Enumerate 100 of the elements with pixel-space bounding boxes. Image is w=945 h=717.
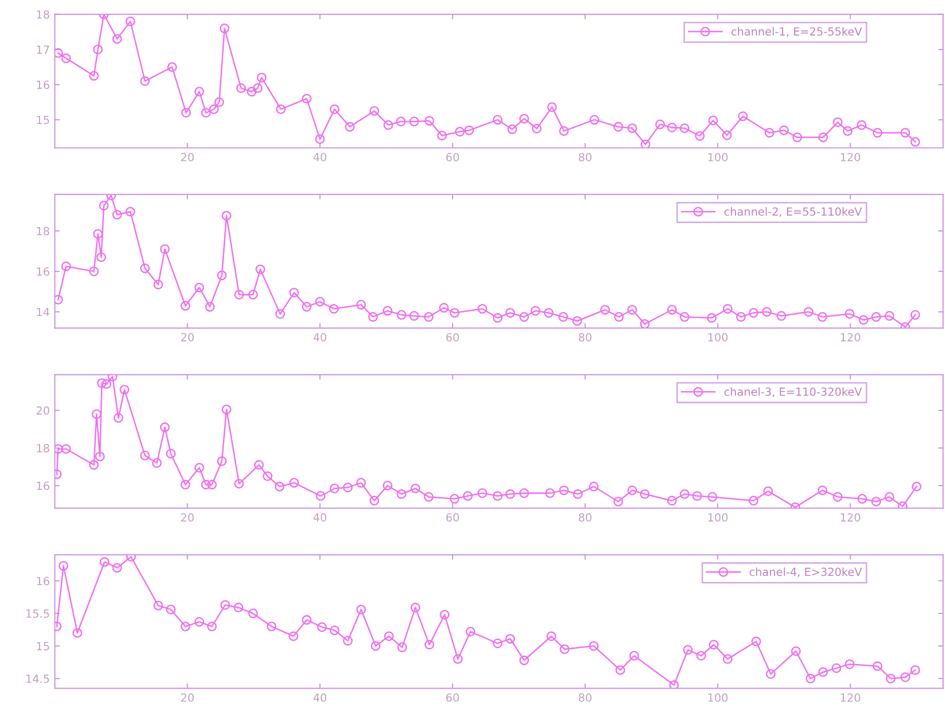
point bbox=[342, 636, 353, 646]
point bbox=[900, 128, 910, 138]
point bbox=[640, 140, 650, 148]
y-tick-label: 18 bbox=[37, 226, 50, 236]
point bbox=[126, 554, 136, 562]
x-tick-label: 80 bbox=[578, 152, 592, 162]
point bbox=[766, 669, 776, 679]
point bbox=[669, 680, 679, 688]
point bbox=[696, 650, 706, 661]
point bbox=[89, 70, 99, 81]
point bbox=[722, 654, 733, 664]
y-tick-label: 14 bbox=[37, 308, 50, 316]
x-tick-label: 60 bbox=[446, 152, 459, 162]
x-tick-label: 80 bbox=[578, 333, 592, 342]
point bbox=[872, 661, 882, 672]
y-tick-label: 15 bbox=[37, 642, 49, 650]
point bbox=[680, 123, 690, 134]
x-tick-label: 20 bbox=[181, 152, 194, 162]
x-tick-label: 120 bbox=[840, 152, 860, 162]
x-tick-label: 40 bbox=[313, 152, 326, 162]
point bbox=[266, 622, 276, 632]
x-tick-label: 60 bbox=[446, 693, 459, 702]
x-tick-label: 120 bbox=[840, 513, 860, 522]
x-tick-label: 100 bbox=[708, 693, 728, 702]
point bbox=[410, 602, 420, 612]
point bbox=[655, 119, 665, 130]
point bbox=[842, 126, 853, 136]
point bbox=[466, 626, 476, 637]
point bbox=[779, 125, 789, 136]
y-tick-label: 20 bbox=[36, 406, 50, 415]
point bbox=[738, 111, 748, 122]
point bbox=[818, 667, 828, 677]
point bbox=[100, 557, 110, 567]
point bbox=[900, 672, 910, 682]
point bbox=[252, 83, 263, 93]
point bbox=[153, 600, 164, 610]
x-tick-label: 120 bbox=[840, 693, 860, 702]
y-tick-label: 16 bbox=[37, 267, 50, 276]
point bbox=[613, 122, 624, 132]
point bbox=[330, 104, 340, 114]
point bbox=[519, 655, 530, 666]
point bbox=[330, 625, 340, 636]
point bbox=[547, 102, 557, 112]
point bbox=[315, 134, 325, 144]
point bbox=[886, 674, 896, 684]
point bbox=[492, 114, 502, 125]
point bbox=[708, 116, 718, 126]
point bbox=[201, 108, 211, 118]
point bbox=[93, 44, 103, 54]
point bbox=[424, 640, 434, 650]
point bbox=[791, 646, 801, 656]
legend-label: channel-1, E=25-55keV bbox=[731, 27, 862, 37]
point bbox=[615, 665, 626, 675]
point bbox=[256, 72, 266, 82]
x-tick-label: 40 bbox=[313, 333, 326, 342]
x-tick-label: 80 bbox=[578, 513, 592, 522]
point bbox=[248, 608, 258, 618]
point bbox=[126, 16, 136, 26]
point bbox=[519, 114, 530, 124]
point bbox=[61, 53, 71, 64]
point bbox=[396, 116, 406, 126]
x-tick-label: 100 bbox=[708, 333, 728, 342]
point bbox=[910, 137, 920, 147]
point bbox=[236, 83, 246, 93]
x-tick-label: 20 bbox=[181, 693, 194, 702]
x-tick-label: 20 bbox=[181, 513, 194, 522]
x-tick-label: 60 bbox=[446, 333, 459, 342]
point bbox=[209, 104, 219, 114]
point bbox=[667, 122, 677, 132]
point bbox=[112, 34, 122, 44]
point bbox=[806, 674, 816, 684]
point bbox=[546, 631, 556, 642]
y-tick-label: 15.5 bbox=[26, 610, 49, 618]
point bbox=[302, 615, 312, 625]
point bbox=[140, 76, 150, 86]
point bbox=[588, 641, 599, 651]
x-tick-label: 100 bbox=[708, 513, 728, 522]
point bbox=[246, 86, 257, 97]
point bbox=[532, 124, 542, 134]
legend-label: channel-2, E=55-110keV bbox=[724, 207, 862, 217]
point bbox=[288, 631, 298, 642]
point bbox=[220, 24, 230, 34]
point bbox=[559, 126, 569, 136]
point bbox=[424, 116, 434, 126]
point bbox=[590, 114, 600, 125]
point bbox=[764, 128, 774, 138]
point bbox=[384, 631, 394, 642]
point bbox=[369, 106, 380, 116]
point bbox=[818, 132, 828, 142]
point bbox=[181, 108, 191, 118]
point bbox=[356, 604, 366, 614]
point bbox=[629, 650, 640, 661]
x-tick-label: 120 bbox=[840, 333, 860, 342]
point bbox=[492, 638, 502, 648]
x-tick-label: 80 bbox=[578, 693, 592, 702]
y-tick-label: 14.5 bbox=[26, 674, 49, 683]
point bbox=[167, 62, 178, 72]
point bbox=[276, 104, 286, 114]
point bbox=[505, 634, 516, 644]
x-tick-label: 60 bbox=[446, 513, 459, 522]
